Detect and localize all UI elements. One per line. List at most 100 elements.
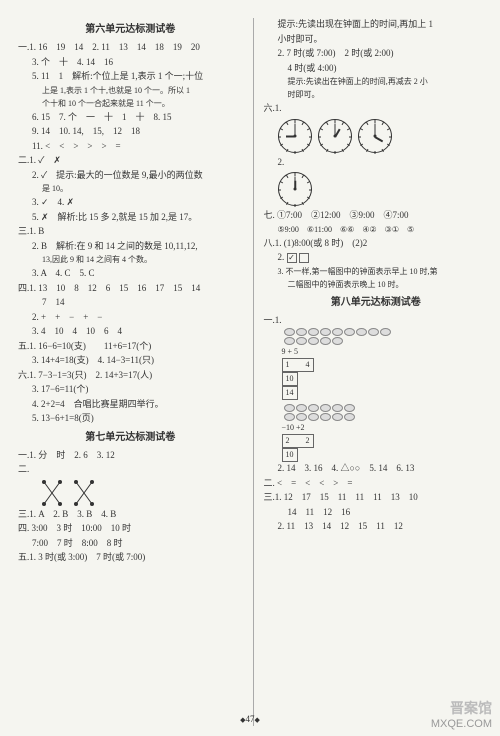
text-line: ⑤9:00 ⑥11:00 ⑥⑥ ④② ③① ⑤ bbox=[264, 224, 489, 236]
page-root: 第六单元达标测试卷 一.1. 16 19 14 2. 11 13 14 18 1… bbox=[0, 0, 500, 736]
flow-row: 10 bbox=[282, 448, 489, 462]
text-line: 14 11 12 16 bbox=[264, 506, 489, 520]
fruit-icon bbox=[320, 328, 331, 336]
fruit-icon bbox=[332, 404, 343, 412]
text-line: 二. bbox=[18, 463, 243, 477]
text-line: 一.1. 16 19 14 2. 11 13 14 18 19 20 bbox=[18, 41, 243, 55]
checkbox-icon: ✓ bbox=[287, 253, 297, 263]
flow-box: 2 2 bbox=[282, 434, 314, 448]
page-number: ◆47◆ bbox=[240, 714, 260, 724]
fruit-icon bbox=[296, 328, 307, 336]
text-line: 三.1. A 2. B 3. B 4. B bbox=[18, 508, 243, 522]
text-line: 9. 14 10. 14, 15, 12 18 bbox=[18, 125, 243, 139]
clock-row-2 bbox=[278, 172, 489, 206]
fruit-icon bbox=[368, 328, 379, 336]
text-line: 3. 14+4=18(支) 4. 14−3=11(只) bbox=[18, 354, 243, 368]
fruit-icon bbox=[308, 328, 319, 336]
text-line: 提示:先读出现在钟面上的时间,再加上 1 bbox=[264, 18, 489, 32]
flow-diagram-1: 9 + 5 1 4 10 14 bbox=[282, 346, 489, 400]
flow-row: 9 + 5 bbox=[282, 346, 489, 358]
fruit-icon bbox=[332, 413, 343, 421]
text-line: 3. 不一样,第一幅图中的钟面表示早上 10 时,第 bbox=[264, 266, 489, 278]
fruit-icon bbox=[308, 404, 319, 412]
fruit-icon bbox=[296, 413, 307, 421]
fruit-icon bbox=[344, 404, 355, 412]
flow-row: 14 bbox=[282, 386, 489, 400]
matching-diagram bbox=[38, 478, 98, 508]
flow-diagram-2: −10 +2 2 2 10 bbox=[282, 422, 489, 462]
fruit-row bbox=[284, 404, 489, 412]
text-line: 提示:先读出在钟面上的时间,再减去 2 小 bbox=[264, 76, 489, 88]
flow-box: 10 bbox=[282, 448, 298, 462]
unit7-title: 第七单元达标测试卷 bbox=[18, 430, 243, 445]
text-line: 3. 4 10 4 10 6 4 bbox=[18, 325, 243, 339]
fruit-icon bbox=[284, 413, 295, 421]
text-line: 7:00 7 时 8:00 8 时 bbox=[18, 537, 243, 551]
text-line: 一.1. bbox=[264, 314, 489, 328]
text-line: 六.1. 7−3−1=3(只) 2. 14+3=17(人) bbox=[18, 369, 243, 383]
fruit-icon bbox=[284, 337, 295, 345]
fruit-icon bbox=[332, 337, 343, 345]
unit8-title: 第八单元达标测试卷 bbox=[264, 295, 489, 310]
text-line: 2. ✓ 提示:最大的一位数是 9,最小的两位数 bbox=[18, 169, 243, 183]
text-line: 4. 2+2=4 合唱比赛星期四举行。 bbox=[18, 398, 243, 412]
fruit-icon bbox=[308, 337, 319, 345]
fruit-row bbox=[284, 413, 489, 421]
text-line: 五.1. 3 时(或 3:00) 7 时(或 7:00) bbox=[18, 551, 243, 565]
text-line: 6. 15 7. 个 一 十 1 十 8. 15 bbox=[18, 111, 243, 125]
unit6-title: 第六单元达标测试卷 bbox=[18, 22, 243, 37]
watermark: 晋案馆 MXQE.COM bbox=[431, 698, 492, 730]
text-line: 7 14 bbox=[18, 296, 243, 310]
text-line: 2. 14 3. 16 4. △○○ 5. 14 6. 13 bbox=[264, 462, 489, 476]
fruit-icon bbox=[320, 413, 331, 421]
clock-icon bbox=[358, 119, 392, 153]
text-line: 八.1. (1)8:00(或 8 时) (2)2 bbox=[264, 237, 489, 251]
clock-icon bbox=[278, 119, 312, 153]
checkbox-icon bbox=[299, 253, 309, 263]
fruit-diagram-1 bbox=[264, 328, 489, 345]
text-line: 4 时(或 4:00) bbox=[264, 62, 489, 76]
text-line: 2. 7 时(或 7:00) 2 时(或 2:00) bbox=[264, 47, 489, 61]
fruit-icon bbox=[296, 404, 307, 412]
fruit-row bbox=[284, 328, 489, 336]
fruit-icon bbox=[284, 328, 295, 336]
text-line: 时即可。 bbox=[264, 89, 489, 101]
text-line: 三.1. B bbox=[18, 225, 243, 239]
text-line: 二. < = < < > = bbox=[264, 477, 489, 491]
fruit-icon bbox=[344, 328, 355, 336]
text-line: 2. 11 13 14 12 15 11 12 bbox=[264, 520, 489, 534]
answer-8-2: 2. ✓ bbox=[264, 251, 489, 265]
text-line: 五.1. 16−6=10(支) 11+6=17(个) bbox=[18, 340, 243, 354]
text-line: 二.1. ✓ ✗ bbox=[18, 154, 243, 168]
fruit-row bbox=[284, 337, 489, 345]
text-line: 是 10。 bbox=[18, 183, 243, 195]
right-column: 提示:先读出现在钟面上的时间,再加上 1 小时即可。 2. 7 时(或 7:00… bbox=[264, 18, 489, 726]
text-line: 11. < < > > > = bbox=[18, 140, 243, 154]
fruit-icon bbox=[356, 328, 367, 336]
clock-icon bbox=[318, 119, 352, 153]
text-line: 四. 3:00 3 时 10:00 10 时 bbox=[18, 522, 243, 536]
fruit-icon bbox=[308, 413, 319, 421]
text-line: 六.1. bbox=[264, 102, 489, 116]
column-divider bbox=[253, 18, 254, 726]
clock-row-1 bbox=[278, 119, 489, 153]
flow-box: 1 4 bbox=[282, 358, 314, 372]
fruit-icon bbox=[344, 413, 355, 421]
text-line: 3. 个 十 4. 14 16 bbox=[18, 56, 243, 70]
text-line: 四.1. 13 10 8 12 6 15 16 17 15 14 bbox=[18, 282, 243, 296]
fruit-icon bbox=[380, 328, 391, 336]
text-line: 5. ✗ 解析:比 15 多 2,就是 15 加 2,是 17。 bbox=[18, 211, 243, 225]
watermark-cn: 晋案馆 bbox=[431, 698, 492, 718]
flow-box: 14 bbox=[282, 386, 298, 400]
watermark-en: MXQE.COM bbox=[431, 718, 492, 730]
text-line: 个十和 10 个一合起来就是 11 个一。 bbox=[18, 98, 243, 110]
text-line: 13,因此 9 和 14 之间有 4 个数。 bbox=[18, 254, 243, 266]
text-line: 二幅图中的钟面表示晚上 10 时。 bbox=[264, 279, 489, 291]
text-line: 一.1. 分 时 2. 6 3. 12 bbox=[18, 449, 243, 463]
fruit-diagram-2 bbox=[264, 404, 489, 421]
text-line: 2. + + − + − bbox=[18, 311, 243, 325]
text-line: 上是 1,表示 1 个十,也就是 10 个一。所以 1 bbox=[18, 85, 243, 97]
clock-icon bbox=[278, 172, 312, 206]
text-line: 七. ①7:00 ②12:00 ③9:00 ④7:00 bbox=[264, 209, 489, 223]
text-line: 2. bbox=[264, 156, 489, 170]
